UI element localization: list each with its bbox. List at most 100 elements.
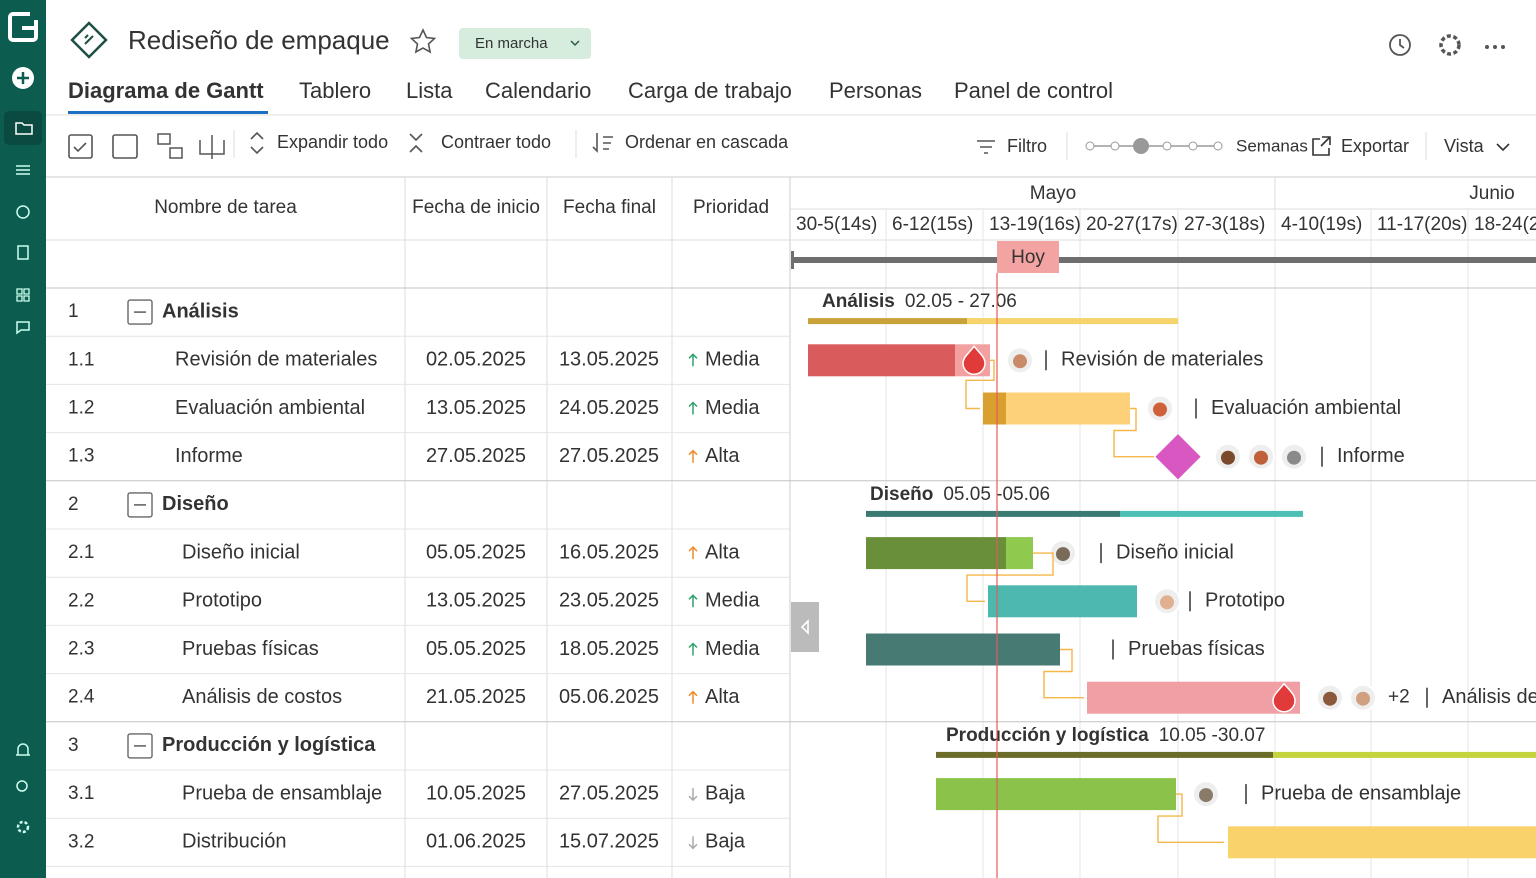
end-date: 05.06.2025: [559, 686, 659, 708]
zoom-stop[interactable]: [1110, 141, 1120, 151]
week-label: 4-10(19s): [1281, 214, 1362, 235]
group-bar-rest: [1273, 751, 1536, 758]
settings-icon[interactable]: [16, 820, 30, 834]
dependency-link: [966, 552, 1054, 602]
project-diamond: [70, 21, 108, 59]
group-bar-done: [866, 510, 1120, 517]
priority: Media: [705, 397, 760, 419]
project-icon: [70, 21, 108, 59]
priority-arrow: [688, 836, 698, 850]
zoom-stop[interactable]: [1162, 141, 1172, 151]
tabs: Diagrama de Gantt Tablero Lista Calendario C…: [68, 78, 1113, 114]
status-label: En marcha: [475, 35, 548, 52]
group-dates: 10.05 -30.07: [1159, 725, 1266, 746]
zoom-handle[interactable]: [1133, 138, 1149, 154]
filter-icon: [977, 140, 995, 154]
add-button[interactable]: [12, 67, 34, 89]
priority: Alta: [705, 445, 740, 467]
priority: Alta: [705, 541, 740, 563]
filter[interactable]: Filtro: [1007, 136, 1047, 156]
task-bar[interactable]: [808, 344, 955, 377]
group-bar-done: [808, 318, 967, 325]
tab[interactable]: Carga de trabajo: [628, 78, 792, 103]
month-label: Junio: [1469, 183, 1514, 204]
zoom-stop[interactable]: [1188, 141, 1198, 151]
task-bar-done[interactable]: [983, 392, 1006, 425]
column-header: Nombre de tarea: [154, 197, 297, 218]
start-date: 13.05.2025: [426, 590, 526, 612]
more-button[interactable]: [1485, 45, 1505, 49]
view-menu[interactable]: Vista: [1444, 136, 1485, 156]
task-bar[interactable]: [1228, 826, 1536, 859]
clock-icon[interactable]: [16, 205, 30, 219]
task-bar[interactable]: [866, 633, 1060, 666]
split-icon[interactable]: [199, 135, 225, 159]
export[interactable]: Exportar: [1341, 136, 1409, 156]
start-date: 01.06.2025: [426, 831, 526, 853]
folder-icon[interactable]: [15, 122, 33, 135]
end-date: 24.05.2025: [559, 397, 659, 419]
chat-icon[interactable]: [16, 321, 30, 335]
cascade-sort[interactable]: Ordenar en cascada: [625, 132, 789, 152]
group-bar-done: [936, 751, 1273, 758]
panel-handle-arrow: [800, 619, 809, 635]
task-bar-label: Prueba de ensamblaje: [1261, 782, 1461, 804]
search-icon[interactable]: [16, 780, 28, 792]
row-id: 1: [68, 301, 79, 322]
select-icon[interactable]: [68, 134, 93, 159]
tab[interactable]: Calendario: [485, 78, 591, 103]
zoom-stop[interactable]: [1085, 141, 1095, 151]
doc-icon[interactable]: [17, 245, 29, 260]
row-id: 3.1: [68, 783, 94, 804]
status-caret: [570, 40, 580, 47]
task-bar-done[interactable]: [866, 537, 1006, 570]
task-bar[interactable]: [1087, 681, 1300, 714]
start-date: 10.05.2025: [426, 782, 526, 804]
zoom-scale: Semanas: [1236, 136, 1308, 155]
history-button[interactable]: [1389, 34, 1411, 56]
settings-button[interactable]: [1439, 34, 1461, 56]
avatar-face: [1013, 354, 1027, 369]
bell-icon[interactable]: [16, 743, 30, 756]
grid-icon[interactable]: [16, 288, 30, 302]
panel-handle[interactable]: [791, 602, 819, 652]
logo[interactable]: [8, 10, 38, 42]
task-bar[interactable]: [988, 585, 1137, 618]
group-bar-label: Diseño: [870, 484, 933, 505]
row-id: 2.2: [68, 590, 94, 611]
collapse-all[interactable]: Contraer todo: [441, 132, 551, 152]
task-bar[interactable]: [1006, 392, 1130, 425]
priority-arrow: [688, 690, 698, 704]
tab[interactable]: Tablero: [299, 78, 371, 103]
dot: [1485, 45, 1489, 49]
project-mark: [84, 34, 94, 45]
indent-icon[interactable]: [157, 133, 171, 145]
avatar-face: [1056, 547, 1070, 562]
toolbar: Expandir todo Contraer todo Ordenar en c…: [68, 130, 1510, 160]
expand-all[interactable]: Expandir todo: [277, 132, 388, 152]
column-header: Prioridad: [693, 197, 769, 218]
view-caret: [1496, 143, 1510, 152]
add-task-icon[interactable]: [112, 134, 138, 159]
favorite-star[interactable]: [409, 28, 437, 54]
task-name: Revisión de materiales: [175, 349, 377, 371]
zoom-stop[interactable]: [1213, 141, 1223, 151]
logo-cut: [30, 10, 38, 20]
task-bar[interactable]: [1006, 537, 1033, 570]
task-bar[interactable]: [936, 778, 1176, 811]
task-name: Evaluación ambiental: [175, 397, 365, 419]
tab[interactable]: Personas: [829, 78, 922, 103]
priority: Media: [705, 349, 760, 371]
expand-icon: [250, 131, 264, 155]
tab[interactable]: Panel de control: [954, 78, 1113, 103]
tab[interactable]: Lista: [406, 78, 453, 103]
tab[interactable]: Diagrama de Gantt: [68, 78, 264, 103]
start-date: 02.05.2025: [426, 349, 526, 371]
priority-arrow: [688, 449, 698, 463]
status-pill[interactable]: En marcha: [459, 28, 591, 59]
group-bar-label: Producción y logística: [946, 725, 1149, 746]
group-name: Diseño: [162, 493, 229, 515]
week-label: 18-24(2: [1474, 214, 1536, 235]
list-icon[interactable]: [16, 165, 30, 175]
indent-icon-b: [169, 147, 183, 159]
